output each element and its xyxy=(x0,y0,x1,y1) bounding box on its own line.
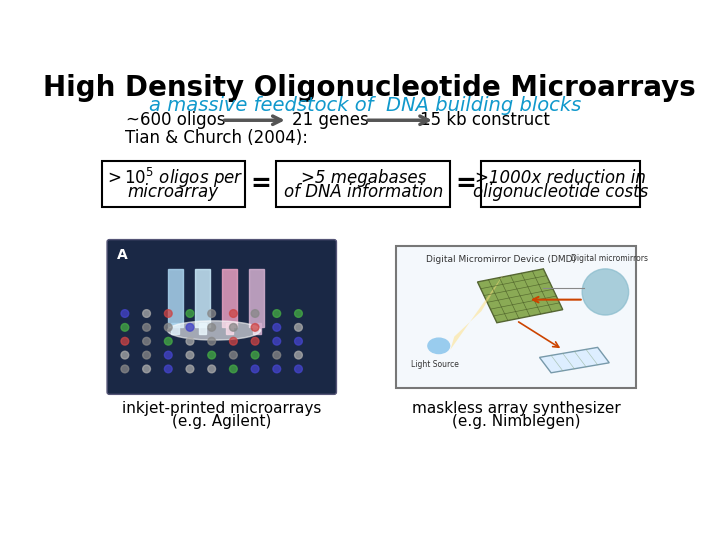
Circle shape xyxy=(273,365,281,373)
Circle shape xyxy=(208,309,215,318)
Circle shape xyxy=(208,351,215,359)
Circle shape xyxy=(208,323,215,331)
Text: >5 megabases: >5 megabases xyxy=(300,169,426,187)
Circle shape xyxy=(121,338,129,345)
Bar xyxy=(225,323,233,334)
Text: =: = xyxy=(456,172,477,196)
Bar xyxy=(249,269,264,327)
Polygon shape xyxy=(451,273,505,350)
Circle shape xyxy=(294,365,302,373)
Circle shape xyxy=(294,309,302,318)
Circle shape xyxy=(273,338,281,345)
FancyBboxPatch shape xyxy=(102,161,245,207)
Circle shape xyxy=(251,309,259,318)
Circle shape xyxy=(121,351,129,359)
Circle shape xyxy=(251,365,259,373)
FancyBboxPatch shape xyxy=(482,161,640,207)
Text: Light Source: Light Source xyxy=(411,360,459,369)
Circle shape xyxy=(273,351,281,359)
Text: microarray: microarray xyxy=(127,183,219,201)
Circle shape xyxy=(143,338,150,345)
Bar xyxy=(171,323,179,334)
Text: =: = xyxy=(250,172,271,196)
Text: inkjet-printed microarrays: inkjet-printed microarrays xyxy=(122,402,321,416)
Circle shape xyxy=(164,338,172,345)
Text: of DNA information: of DNA information xyxy=(284,183,443,201)
Polygon shape xyxy=(539,347,609,373)
Bar xyxy=(253,323,261,334)
Circle shape xyxy=(294,351,302,359)
Circle shape xyxy=(186,351,194,359)
Circle shape xyxy=(186,309,194,318)
Circle shape xyxy=(208,338,215,345)
Circle shape xyxy=(251,323,259,331)
Text: ~600 oligos: ~600 oligos xyxy=(125,111,225,129)
Ellipse shape xyxy=(428,338,449,354)
Text: (e.g. Agilent): (e.g. Agilent) xyxy=(172,414,271,429)
Circle shape xyxy=(230,351,238,359)
Ellipse shape xyxy=(168,321,261,340)
Circle shape xyxy=(121,323,129,331)
Bar xyxy=(168,269,183,327)
Text: 21 genes: 21 genes xyxy=(292,111,369,129)
Bar xyxy=(222,269,238,327)
Text: High Density Oligonucleotide Microarrays: High Density Oligonucleotide Microarrays xyxy=(42,74,696,102)
Text: a massive feedstock of  DNA building blocks: a massive feedstock of DNA building bloc… xyxy=(149,96,581,115)
Bar xyxy=(194,269,210,327)
Circle shape xyxy=(143,365,150,373)
FancyBboxPatch shape xyxy=(396,246,636,388)
Text: Digital Micromirror Device (DMD): Digital Micromirror Device (DMD) xyxy=(426,255,576,264)
Circle shape xyxy=(143,309,150,318)
Text: A: A xyxy=(117,248,128,262)
Circle shape xyxy=(273,323,281,331)
Circle shape xyxy=(164,351,172,359)
Circle shape xyxy=(186,365,194,373)
FancyBboxPatch shape xyxy=(107,240,336,394)
Circle shape xyxy=(251,338,259,345)
Circle shape xyxy=(143,351,150,359)
Circle shape xyxy=(294,323,302,331)
Circle shape xyxy=(164,309,172,318)
Polygon shape xyxy=(477,269,563,323)
Circle shape xyxy=(230,323,238,331)
Circle shape xyxy=(251,351,259,359)
Text: $>10^5$ oligos per: $>10^5$ oligos per xyxy=(104,166,243,190)
Circle shape xyxy=(143,323,150,331)
Text: Digital micromirrors: Digital micromirrors xyxy=(571,254,648,262)
Circle shape xyxy=(164,323,172,331)
Bar xyxy=(199,323,206,334)
Circle shape xyxy=(294,338,302,345)
Circle shape xyxy=(121,309,129,318)
Circle shape xyxy=(273,309,281,318)
Circle shape xyxy=(164,365,172,373)
Circle shape xyxy=(186,323,194,331)
Circle shape xyxy=(121,365,129,373)
Text: >1000x reduction in: >1000x reduction in xyxy=(475,169,647,187)
Circle shape xyxy=(208,365,215,373)
Text: maskless array synthesizer: maskless array synthesizer xyxy=(412,402,621,416)
Text: (e.g. Nimblegen): (e.g. Nimblegen) xyxy=(452,414,580,429)
FancyBboxPatch shape xyxy=(276,161,451,207)
Text: oligonucleotide costs: oligonucleotide costs xyxy=(473,183,649,201)
Text: 15 kb construct: 15 kb construct xyxy=(420,111,550,129)
Circle shape xyxy=(582,269,629,315)
Circle shape xyxy=(230,338,238,345)
Text: Tian & Church (2004):: Tian & Church (2004): xyxy=(125,129,308,147)
Circle shape xyxy=(230,365,238,373)
Circle shape xyxy=(186,338,194,345)
Circle shape xyxy=(230,309,238,318)
